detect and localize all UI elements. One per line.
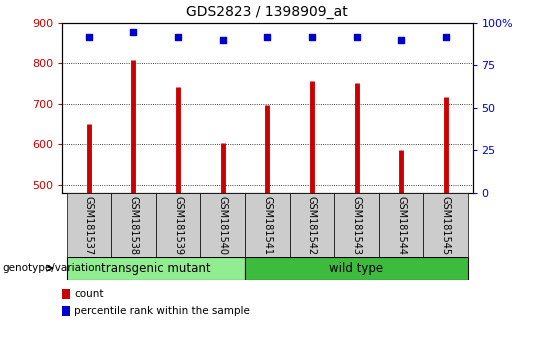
Bar — [289, 193, 334, 257]
Text: percentile rank within the sample: percentile rank within the sample — [74, 306, 250, 316]
Text: GSM181537: GSM181537 — [84, 196, 94, 255]
Point — [397, 37, 406, 43]
Point — [218, 37, 227, 43]
Text: GSM181540: GSM181540 — [218, 196, 228, 255]
Bar — [245, 257, 468, 280]
Point — [85, 34, 93, 39]
Text: GSM181544: GSM181544 — [396, 196, 406, 255]
Text: count: count — [74, 289, 104, 299]
Bar — [334, 193, 379, 257]
Title: GDS2823 / 1398909_at: GDS2823 / 1398909_at — [186, 5, 348, 19]
Text: GSM181538: GSM181538 — [129, 196, 138, 255]
Bar — [423, 193, 468, 257]
Bar — [156, 193, 200, 257]
Bar — [66, 257, 245, 280]
Point — [441, 34, 450, 39]
Bar — [111, 193, 156, 257]
Text: GSM181539: GSM181539 — [173, 196, 183, 255]
Text: wild type: wild type — [329, 262, 383, 275]
Text: genotype/variation: genotype/variation — [3, 263, 102, 273]
Bar — [66, 193, 111, 257]
Point — [263, 34, 272, 39]
Bar — [379, 193, 423, 257]
Text: GSM181542: GSM181542 — [307, 196, 317, 255]
Text: GSM181545: GSM181545 — [441, 196, 451, 255]
Point — [352, 34, 361, 39]
Text: GSM181543: GSM181543 — [352, 196, 361, 255]
Point — [174, 34, 183, 39]
Text: transgenic mutant: transgenic mutant — [101, 262, 211, 275]
Point — [308, 34, 316, 39]
Point — [129, 29, 138, 34]
Bar — [245, 193, 289, 257]
Text: GSM181541: GSM181541 — [262, 196, 272, 255]
Bar — [200, 193, 245, 257]
